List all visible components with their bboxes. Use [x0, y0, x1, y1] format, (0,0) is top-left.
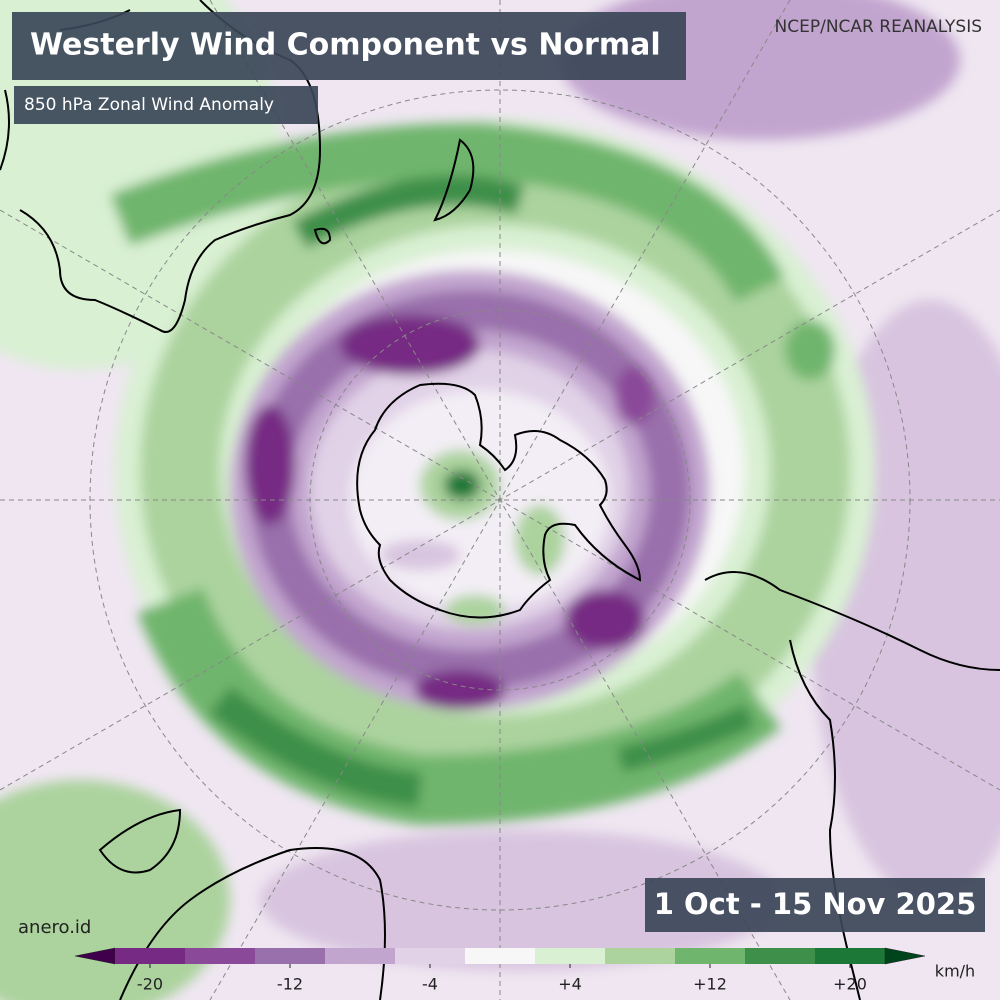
- title: Westerly Wind Component vs Normal: [30, 28, 661, 63]
- colorbar: -20 -12 -4 +4 +12 +20: [74, 947, 926, 994]
- colorbar-tick-label: -20: [137, 975, 163, 994]
- colorbar-extend-high: [884, 947, 926, 965]
- colorbar-tick-label: -4: [422, 975, 438, 994]
- period-box: [645, 878, 985, 932]
- source: NCEP/NCAR REANALYSIS: [775, 17, 982, 37]
- colorbar-bin: [255, 948, 325, 964]
- colorbar-bin: [325, 948, 395, 964]
- colorbar-bin: [815, 948, 885, 964]
- colorbar-bin: [675, 948, 745, 964]
- colorbar-bin: [465, 948, 535, 964]
- colorbar-bin: [535, 948, 605, 964]
- colorbar-tick-label: +4: [558, 975, 582, 994]
- title-box: Westerly Wind Component vs Normal 850 hP…: [12, 12, 686, 124]
- colorbar-bin: [745, 948, 815, 964]
- subtitle: 850 hPa Zonal Wind Anomaly: [24, 95, 274, 115]
- colorbar-bin: [115, 948, 185, 964]
- colorbar-bin: [185, 948, 255, 964]
- colorbar-unit: km/h: [935, 962, 975, 981]
- credit: anero.id: [18, 917, 91, 938]
- colorbar-bin: [605, 948, 675, 964]
- colorbar-tick-label: -12: [277, 975, 303, 994]
- colorbar-tick-label: +20: [833, 975, 867, 994]
- colorbar-bin: [395, 948, 465, 964]
- period: 1 Oct - 15 Nov 2025: [654, 887, 977, 921]
- colorbar-tick-label: +12: [693, 975, 727, 994]
